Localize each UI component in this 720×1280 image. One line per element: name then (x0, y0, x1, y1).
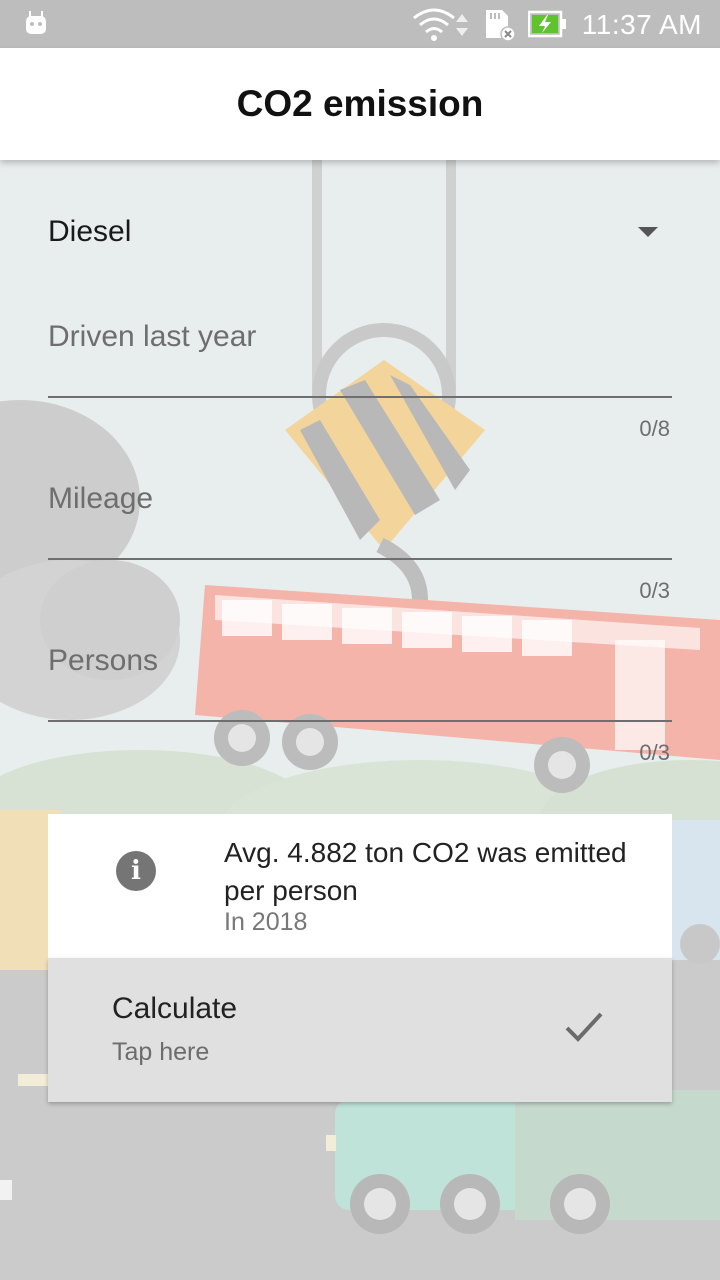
page-title: CO2 emission (236, 83, 484, 124)
average-emission-year: In 2018 (224, 908, 308, 936)
info-card: i Avg. 4.882 ton CO2 was emitted per per… (48, 814, 672, 958)
mileage-counter: 0/3 (639, 578, 670, 603)
clock: 11:37 AM (581, 9, 702, 40)
calculate-button[interactable]: Calculate Tap here (48, 958, 672, 1102)
calculate-subtitle: Tap here (112, 1038, 210, 1066)
mileage-underline (48, 558, 672, 560)
calculate-title: Calculate (112, 992, 238, 1025)
persons-input[interactable] (48, 644, 676, 706)
fuel-type-value: Diesel (48, 215, 132, 248)
persons-field[interactable]: Persons 0/3 (48, 644, 676, 765)
average-emission-text: Avg. 4.882 ton CO2 was emitted per perso… (224, 837, 627, 906)
persons-counter: 0/3 (639, 740, 670, 765)
mileage-field[interactable]: Mileage 0/3 (48, 482, 676, 603)
driven-last-year-input[interactable] (48, 320, 676, 382)
battery-charging-icon (528, 10, 566, 38)
driven-last-year-underline (48, 396, 672, 398)
sd-card-icon (486, 10, 516, 42)
info-icon: i (116, 851, 156, 891)
driven-last-year-field[interactable]: Driven last year 0/8 (48, 320, 676, 441)
status-bar: 11:37 AM (0, 0, 720, 48)
mileage-input[interactable] (48, 482, 676, 544)
android-icon (26, 11, 46, 34)
app-bar: CO2 emission (0, 48, 720, 160)
fuel-type-dropdown[interactable]: Diesel (48, 200, 672, 264)
persons-underline (48, 720, 672, 722)
check-icon (565, 1012, 603, 1042)
wifi-icon (413, 8, 468, 41)
arrow-drop-down-icon (638, 227, 658, 237)
driven-last-year-counter: 0/8 (639, 416, 670, 441)
